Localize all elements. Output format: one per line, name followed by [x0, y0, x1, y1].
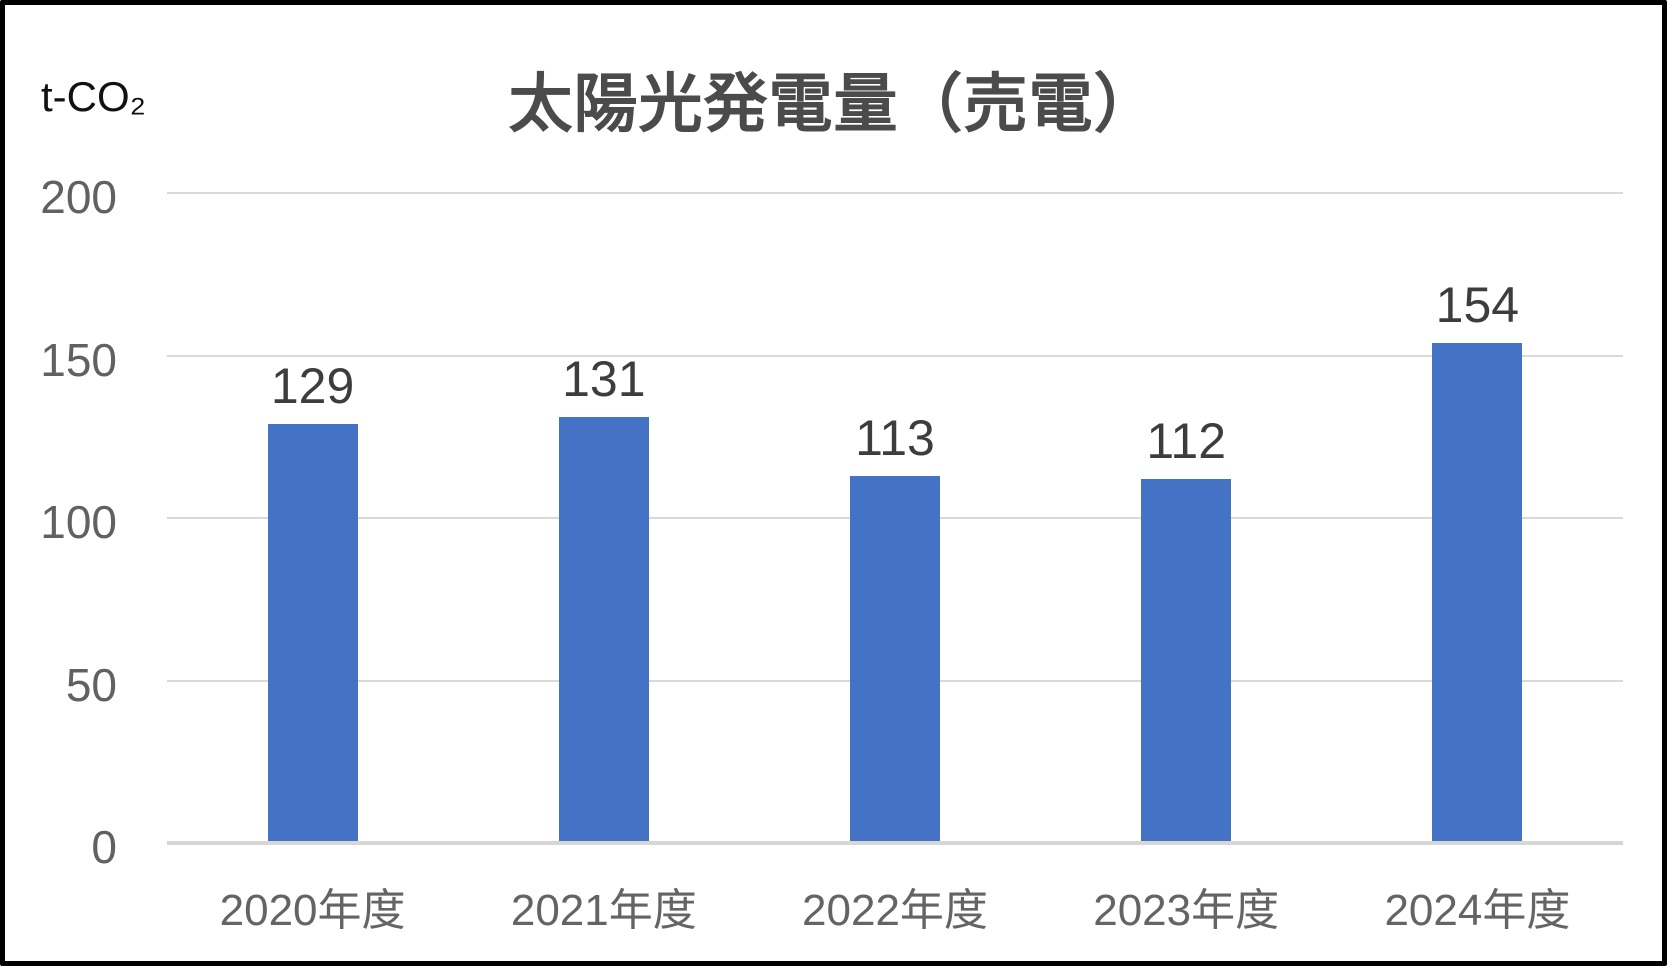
gridline-150 — [167, 354, 1623, 357]
bar-2020年度 — [267, 423, 358, 841]
gridline-200 — [167, 192, 1623, 194]
y-tick-label-100: 100 — [40, 496, 117, 548]
data-label-2022年度: 113 — [855, 409, 935, 466]
y-axis-unit-label: t-CO₂ — [41, 73, 146, 120]
plot-area: 0 50 100 150 200 129 2020年度 131 2021年度 113 2022年度 1… — [5, 5, 1662, 961]
x-axis-label-2022年度: 2022年度 — [802, 886, 988, 935]
bar-2024年度 — [1432, 342, 1523, 841]
data-label-2020年度: 129 — [270, 357, 355, 414]
y-tick-label-200: 200 — [40, 171, 117, 223]
data-label-2024年度: 154 — [1435, 276, 1520, 333]
bar-2023年度 — [1141, 479, 1232, 841]
y-tick-label-0: 0 — [91, 821, 117, 873]
x-axis-line — [167, 841, 1623, 845]
y-tick-label-50: 50 — [65, 658, 117, 711]
bar-2022年度 — [850, 475, 940, 841]
x-axis-label-2020年度: 2020年度 — [219, 886, 406, 935]
bar-2021年度 — [558, 417, 649, 841]
data-label-2023年度: 112 — [1146, 413, 1227, 469]
x-axis-label-2023年度: 2023年度 — [1093, 886, 1280, 935]
y-tick-label-150: 150 — [40, 333, 117, 386]
x-axis-label-2021年度: 2021年度 — [510, 886, 697, 935]
data-label-2021年度: 131 — [562, 351, 646, 408]
x-axis-label-2024年度: 2024年度 — [1384, 886, 1571, 935]
chart-title: 太陽光発電量（売電） — [508, 68, 1159, 140]
